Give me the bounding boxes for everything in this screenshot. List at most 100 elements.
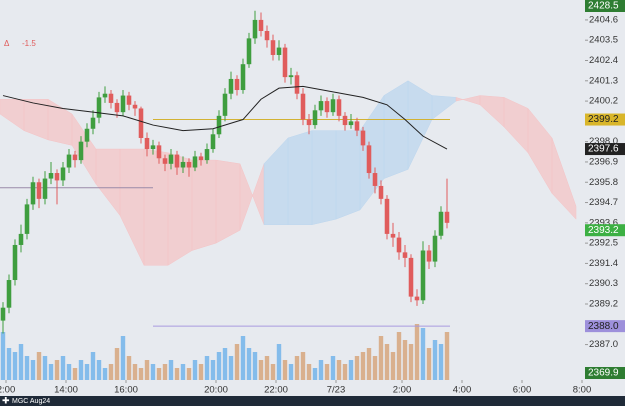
candle-body <box>132 104 138 109</box>
candle-body <box>408 257 414 297</box>
price-badge-label: 2388.0 <box>588 321 619 332</box>
x-tick-label: 7/23 <box>327 385 346 396</box>
volume-bar <box>402 340 408 380</box>
symbol-tab[interactable]: MGC Aug24 <box>12 398 50 405</box>
cloud-segment <box>551 137 577 220</box>
candle-body <box>150 145 156 150</box>
volume-bar <box>6 348 12 380</box>
add-icon[interactable]: ✚ <box>2 395 10 405</box>
price-badge-label: 2397.6 <box>588 144 619 155</box>
candle-body <box>294 75 300 94</box>
volume-bar <box>114 348 120 380</box>
candle-body <box>372 173 378 186</box>
y-tick-label: 2398.0 <box>589 136 618 147</box>
candle-body <box>138 108 144 138</box>
y-tick-label: 2401.3 <box>589 75 618 86</box>
candle-body <box>186 161 192 168</box>
y-tick-label: 2394.7 <box>589 197 618 208</box>
candle-body <box>174 154 180 168</box>
candle-body <box>78 141 84 161</box>
candle-body <box>54 173 60 181</box>
volume-bar <box>24 356 30 380</box>
volume-bar <box>192 360 198 380</box>
volume-bar <box>126 356 132 380</box>
price-badge-label: 2399.2 <box>588 114 619 125</box>
volume-bar <box>264 356 270 380</box>
volume-bar <box>336 360 342 380</box>
candle-body <box>114 102 120 113</box>
candle-body <box>198 156 204 161</box>
volume-bar <box>288 364 294 380</box>
volume-bar <box>54 360 60 380</box>
volume-bar <box>366 348 372 380</box>
price-badge <box>585 224 625 237</box>
volume-bar <box>414 324 420 380</box>
candle-body <box>180 161 186 168</box>
price-badge <box>585 143 625 156</box>
volume-bar <box>258 360 264 380</box>
cloud-segment <box>191 159 217 251</box>
volume-bar <box>222 348 228 380</box>
candle-body <box>120 95 126 113</box>
y-tick-label: 2404.6 <box>589 14 618 25</box>
price-badge <box>585 0 625 12</box>
x-tick-label: 22:00 <box>264 385 288 396</box>
candle-body <box>42 178 48 199</box>
volume-bar <box>72 368 78 380</box>
price-badge <box>585 320 625 333</box>
candle-body <box>426 250 432 262</box>
delta-label: Δ <box>4 39 10 48</box>
candle-body <box>90 117 96 129</box>
candle-body <box>66 154 72 168</box>
cloud-segment <box>143 148 169 266</box>
candle-body <box>30 182 36 205</box>
volume-bar <box>144 360 150 380</box>
candle-body <box>342 115 348 126</box>
volume-bar <box>330 356 336 380</box>
candle-body <box>384 198 390 234</box>
price-badge-label: 2393.2 <box>588 225 619 236</box>
candle-body <box>414 296 420 301</box>
volume-bar <box>168 360 174 380</box>
candle-body <box>318 101 324 111</box>
volume-bar <box>426 348 432 380</box>
candle-body <box>276 47 282 55</box>
volume-bar <box>420 328 426 380</box>
volume-bar <box>252 352 258 380</box>
volume-bar <box>390 352 396 380</box>
candle-body <box>216 115 222 135</box>
candle-body <box>6 280 12 308</box>
volume-bar <box>384 344 390 380</box>
volume-bar <box>84 364 90 380</box>
cloud-segment <box>311 130 337 225</box>
x-tick-label: 14:00 <box>54 385 78 396</box>
volume-bar <box>156 368 162 380</box>
cloud-segment <box>335 130 361 220</box>
candle-body <box>444 211 450 223</box>
x-tick-label: 4:00 <box>453 385 472 396</box>
candle-body <box>204 149 210 161</box>
candle-body <box>378 185 384 199</box>
volume-bar <box>354 356 360 380</box>
cloud-segment <box>287 130 313 225</box>
candle-body <box>144 137 150 150</box>
volume-bar <box>270 364 276 380</box>
volume-bar <box>90 352 96 380</box>
volume-bar <box>210 360 216 380</box>
volume-bar <box>120 336 126 380</box>
candle-body <box>306 119 312 126</box>
candle-body <box>102 93 108 98</box>
candle-body <box>210 134 216 150</box>
candle-body <box>192 156 198 168</box>
candle-body <box>396 237 402 253</box>
candle-body <box>168 154 174 164</box>
delta-value: -1.5 <box>22 39 36 48</box>
x-tick-label: 20:00 <box>204 385 228 396</box>
candle-body <box>324 101 330 113</box>
volume-bar <box>180 364 186 380</box>
candle-body <box>312 110 318 126</box>
volume-bar <box>102 368 108 380</box>
volume-bar <box>60 356 66 380</box>
candle-body <box>108 93 114 103</box>
volume-bar <box>162 364 168 380</box>
